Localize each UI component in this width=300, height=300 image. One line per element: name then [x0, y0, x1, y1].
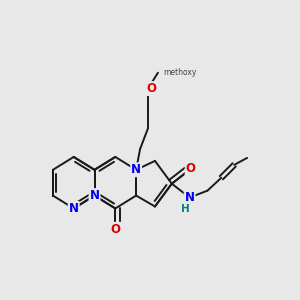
Text: N: N [69, 202, 79, 215]
Text: N: N [184, 191, 195, 204]
Text: O: O [186, 162, 196, 175]
Text: N: N [89, 189, 100, 202]
Text: O: O [110, 223, 120, 236]
Text: O: O [146, 82, 156, 95]
Text: H: H [181, 204, 190, 214]
Text: N: N [131, 163, 141, 176]
Text: methoxy: methoxy [163, 68, 196, 77]
